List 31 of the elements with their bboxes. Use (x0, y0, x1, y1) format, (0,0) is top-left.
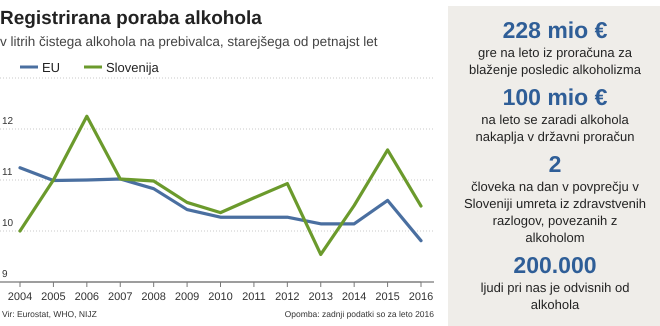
x-tick-label: 2015 (375, 291, 400, 303)
x-tick-label: 2016 (408, 291, 434, 303)
x-tick-label: 2008 (141, 291, 166, 303)
y-tick-label: 9 (2, 269, 8, 280)
y-tick-label: 10 (2, 218, 14, 229)
text: ljudi pri nas je odvisnih od alkohola (480, 280, 630, 312)
x-tick-label: 2011 (242, 291, 266, 303)
text: človeka na dan v povprečju v Sloveniji umreta iz zdravstvenih razlogov, povezanih z alkoholom (464, 179, 646, 245)
y-tick-label: 12 (2, 116, 14, 127)
x-tick-label: 2012 (275, 291, 300, 303)
x-tick-label: 2013 (308, 291, 333, 303)
y-tick-label: 11 (2, 167, 13, 178)
x-tick-label: 2006 (74, 291, 100, 303)
text: 200.000 (513, 252, 597, 278)
x-tick-label: 2014 (342, 291, 366, 303)
text: Vir: Eurostat, WHO, NIJZ (2, 309, 97, 319)
legend-label: EU (42, 60, 60, 75)
x-tick-label: 2007 (108, 291, 132, 303)
legend-label: Slovenija (106, 60, 160, 75)
text: 2 (548, 151, 562, 177)
chart-subtitle: v litrih čistega alkohola na prebivalca, starejšega od petnajst let (0, 34, 378, 49)
text: 100 mio € (502, 84, 608, 110)
text: na leto se zaradi alkohola nakaplja v državni proračun (476, 112, 634, 144)
text: 228 mio € (502, 17, 608, 43)
x-tick-label: 2004 (8, 291, 32, 303)
x-tick-label: 2005 (41, 291, 66, 303)
chart-title: Registrirana poraba alkohola (0, 8, 262, 29)
text: gre na leto iz proračuna za blaženje posledic alkoholizma (469, 45, 642, 77)
x-tick-label: 2009 (174, 291, 200, 303)
x-tick-label: 2010 (208, 291, 233, 303)
text: Opomba: zadnji podatki so za leto 2016 (284, 309, 434, 319)
